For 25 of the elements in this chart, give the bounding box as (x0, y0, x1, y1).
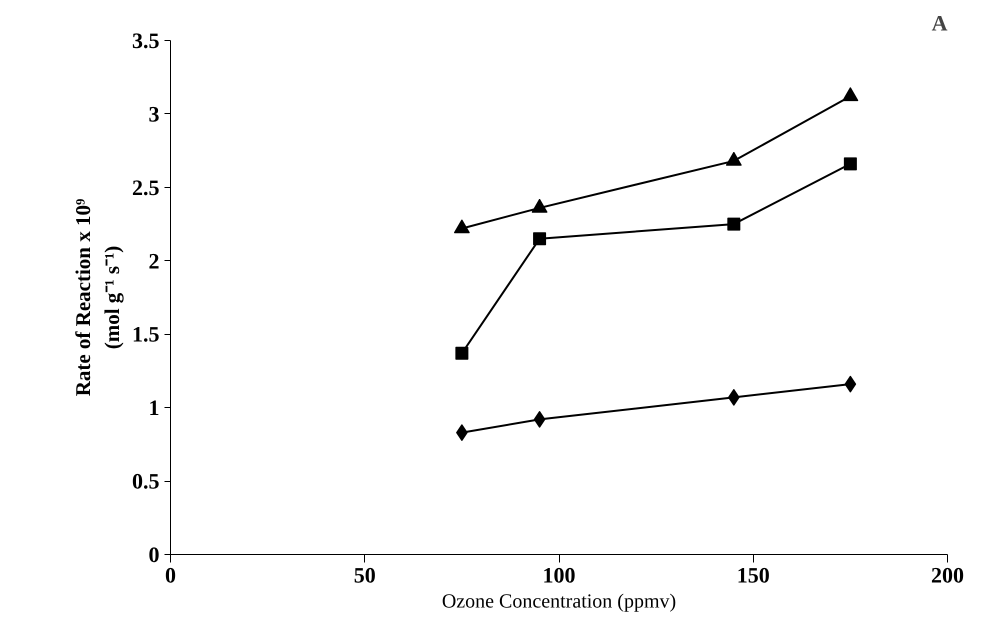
point (532, 198, 548, 213)
point (728, 388, 740, 406)
y-axis-title: Rate of Reaction x 10⁹ (mol g⁻¹ s⁻¹) (71, 198, 124, 396)
x-tick-label: 0 (165, 562, 176, 588)
point (726, 152, 742, 166)
point (727, 218, 740, 231)
x-tick-label: 50 (354, 562, 376, 588)
text: A (932, 10, 948, 36)
x-tick-label: 150 (736, 562, 770, 588)
x-axis-title: Ozone Concentration (ppmv) (442, 590, 676, 612)
x-tick-label: 100 (542, 562, 576, 588)
y-tick-label: 3.5 (132, 28, 160, 53)
y-tick-label: 3 (148, 101, 160, 126)
point (844, 157, 857, 170)
y-tick-label: 1 (148, 395, 160, 420)
y-tick-label: 2 (148, 248, 160, 274)
point (842, 87, 858, 102)
y-tick-label: 2.5 (132, 174, 160, 200)
point (533, 232, 546, 246)
x-tick-label: 200 (931, 562, 964, 588)
point (454, 219, 470, 234)
y-tick-label: 1.5 (132, 322, 160, 347)
y-tick-label: 0 (148, 542, 160, 567)
point (455, 346, 468, 360)
y-tick-label: 0.5 (132, 468, 160, 494)
